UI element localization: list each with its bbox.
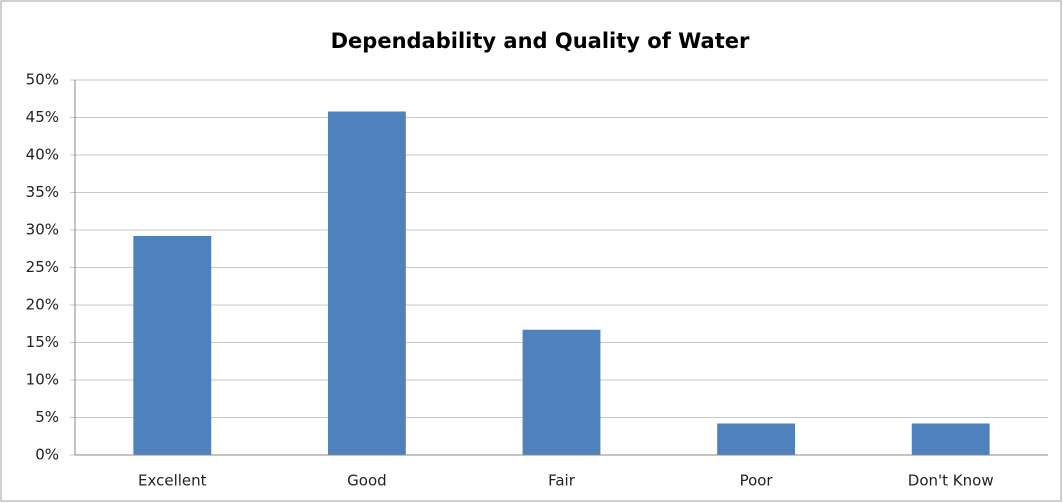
x-tick-label: Good xyxy=(347,472,387,490)
y-tick-label: 35% xyxy=(26,183,59,201)
chart-title: Dependability and Quality of Water xyxy=(331,29,750,53)
y-tick-label: 5% xyxy=(35,408,59,426)
bar xyxy=(133,236,212,455)
y-tick-label: 15% xyxy=(26,333,59,351)
y-tick-label: 10% xyxy=(26,371,59,389)
y-tick-label: 20% xyxy=(26,296,59,314)
bar xyxy=(327,111,406,455)
x-tick-label: Fair xyxy=(548,472,576,490)
y-tick-label: 0% xyxy=(35,446,59,464)
x-tick-label: Poor xyxy=(740,472,774,490)
y-tick-label: 25% xyxy=(26,258,59,276)
x-tick-label: Excellent xyxy=(138,472,207,490)
y-tick-label: 30% xyxy=(26,221,59,239)
bar xyxy=(717,423,796,455)
x-tick-label: Don't Know xyxy=(908,472,994,490)
y-tick-label: 50% xyxy=(26,71,59,89)
y-tick-label: 40% xyxy=(26,146,59,164)
bar xyxy=(911,423,990,455)
y-tick-label: 45% xyxy=(26,108,59,126)
bar xyxy=(522,329,601,455)
